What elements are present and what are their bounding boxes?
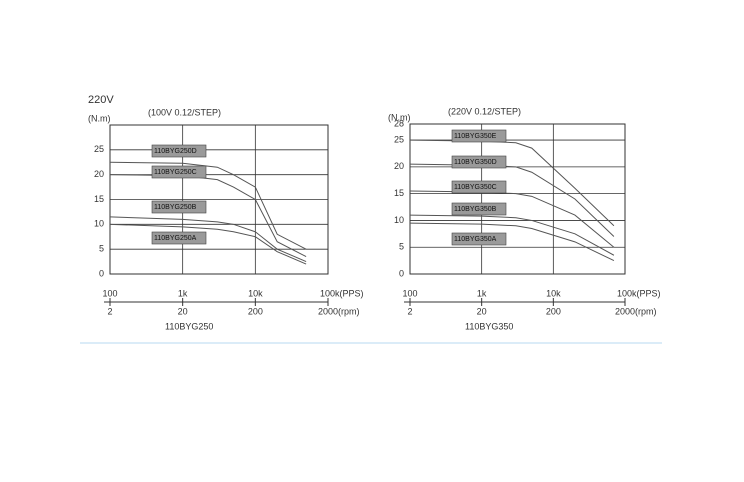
legend-label: 110BYG350D bbox=[454, 159, 497, 166]
legend-box bbox=[451, 232, 507, 246]
legend-label: 110BYG250A bbox=[154, 235, 197, 242]
y-tick-label: 28 bbox=[394, 118, 404, 128]
caption: 110BYG250 bbox=[165, 321, 213, 331]
x-tick-label: 1k bbox=[178, 288, 188, 298]
x2-tick-label: 2 bbox=[407, 306, 412, 316]
series-line bbox=[409, 222, 615, 262]
y-tick-label: 10 bbox=[394, 215, 404, 225]
caption: 110BYG350 bbox=[465, 321, 513, 331]
y-tick-label: 15 bbox=[94, 194, 104, 204]
legend-box bbox=[451, 180, 507, 194]
subtitle: (100V 0.12/STEP) bbox=[148, 107, 221, 117]
x2-tick-label: 20 bbox=[477, 306, 487, 316]
x2-tick-label: 20 bbox=[178, 306, 188, 316]
y-axis-label: (N.m) bbox=[88, 113, 111, 123]
series-line bbox=[109, 216, 307, 263]
legend-label: 110BYG250D bbox=[154, 148, 197, 155]
x-tick-label: 10k bbox=[248, 288, 263, 298]
y-tick-label: 5 bbox=[399, 242, 404, 252]
series-line bbox=[109, 174, 307, 258]
series-line bbox=[109, 161, 307, 250]
legend-label: 110BYG350A bbox=[454, 236, 497, 243]
y-tick-label: 15 bbox=[394, 188, 404, 198]
x2-tick-label: 200 bbox=[546, 306, 561, 316]
x-tick-label: 10k bbox=[546, 288, 561, 298]
series-line bbox=[409, 214, 615, 256]
plot-frame bbox=[409, 123, 626, 275]
page-title: 220V bbox=[88, 94, 114, 106]
series-line bbox=[109, 223, 307, 265]
x2-tick-label: 200 bbox=[248, 306, 263, 316]
x-tick-label: 100k(PPS) bbox=[320, 288, 364, 298]
x2-tick-label: 2 bbox=[107, 306, 112, 316]
legend-label: 110BYG250C bbox=[154, 169, 197, 176]
subtitle: (220V 0.12/STEP) bbox=[448, 106, 521, 116]
legend-label: 110BYG350B bbox=[454, 206, 497, 213]
y-tick-label: 0 bbox=[99, 268, 104, 278]
y-tick-label: 20 bbox=[94, 169, 104, 179]
legend-label: 110BYG350E bbox=[454, 133, 497, 140]
series-line bbox=[409, 139, 615, 227]
legend-box bbox=[451, 202, 507, 216]
y-tick-label: 25 bbox=[394, 134, 404, 144]
x2-tick-label: 2000(rpm) bbox=[318, 306, 360, 316]
legend-box bbox=[151, 144, 207, 158]
y-tick-label: 0 bbox=[399, 268, 404, 278]
legend-box bbox=[151, 165, 207, 179]
x-tick-label: 1k bbox=[477, 288, 487, 298]
legend-label: 110BYG250B bbox=[154, 204, 197, 211]
x-tick-label: 100 bbox=[402, 288, 417, 298]
legend-box bbox=[151, 200, 207, 214]
y-tick-label: 25 bbox=[94, 144, 104, 154]
x-tick-label: 100k(PPS) bbox=[617, 288, 661, 298]
legend-box bbox=[451, 155, 507, 169]
x-tick-label: 100 bbox=[102, 288, 117, 298]
x2-tick-label: 2000(rpm) bbox=[615, 306, 657, 316]
legend-box bbox=[151, 231, 207, 245]
y-tick-label: 5 bbox=[99, 244, 104, 254]
y-tick-label: 20 bbox=[394, 161, 404, 171]
legend-box bbox=[451, 129, 507, 143]
y-axis-label: (N.m) bbox=[388, 112, 411, 122]
legend-label: 110BYG350C bbox=[454, 184, 497, 191]
y-tick-label: 10 bbox=[94, 219, 104, 229]
